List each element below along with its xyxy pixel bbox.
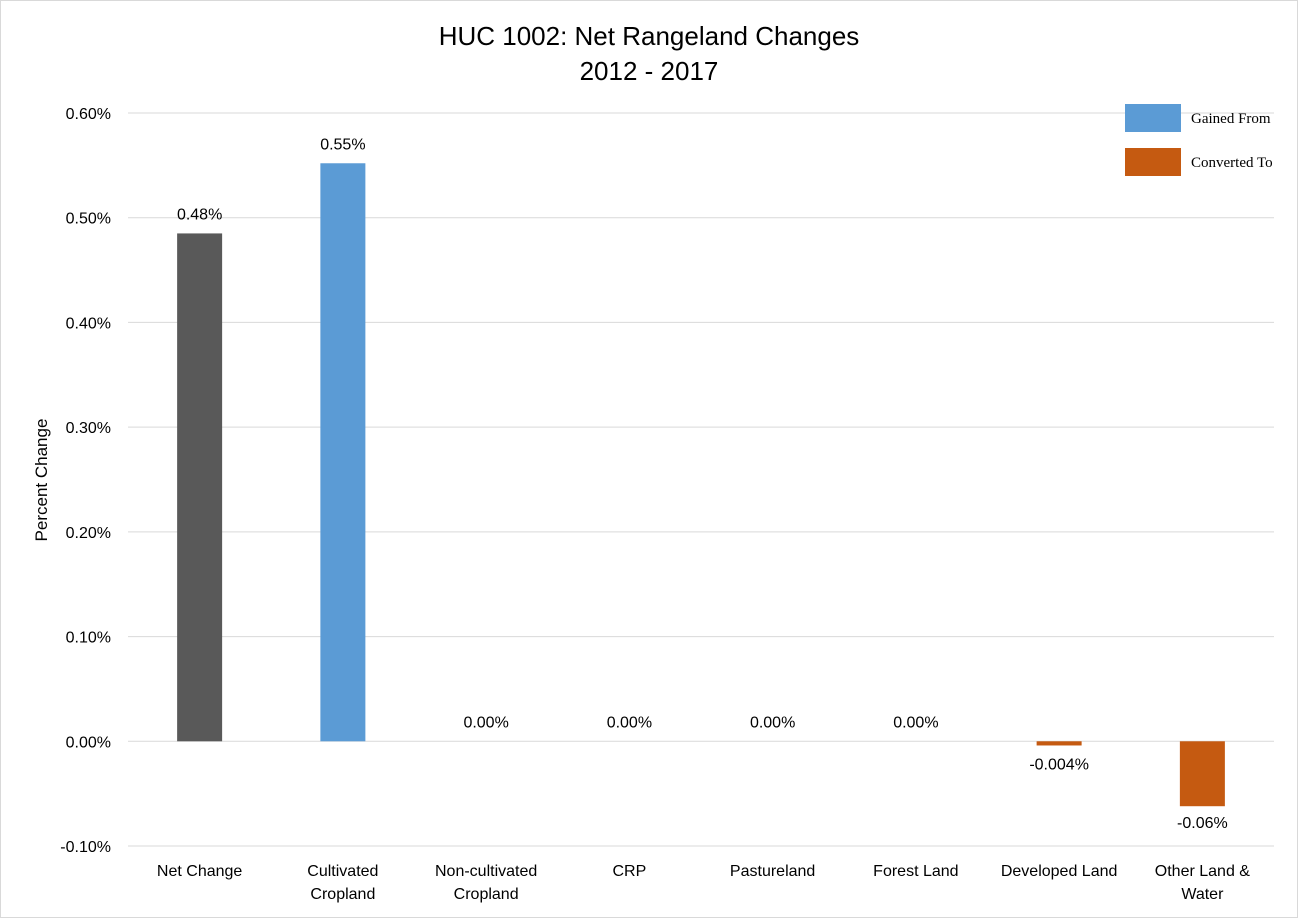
bar — [1179, 741, 1225, 807]
data-label: -0.004% — [1029, 756, 1089, 773]
y-tick-label: 0.10% — [66, 630, 111, 647]
data-label: 0.00% — [463, 714, 508, 731]
y-tick-label: 0.20% — [66, 525, 111, 542]
x-category-label: Pastureland — [730, 863, 815, 880]
chart-title: HUC 1002: Net Rangeland Changes — [439, 21, 860, 51]
bar — [1036, 741, 1082, 746]
data-label: 0.48% — [177, 206, 222, 223]
x-category-label: Developed Land — [1001, 863, 1118, 880]
x-category-label: CRP — [612, 863, 646, 880]
y-tick-label: 0.40% — [66, 315, 111, 332]
x-axis-categories: Net Change Cultivated Cropland Non-cultivat… — [157, 863, 1250, 903]
bars — [177, 163, 1225, 807]
y-tick-label: 0.50% — [66, 211, 111, 228]
data-label: 0.00% — [607, 714, 652, 731]
legend-label: Gained From — [1191, 111, 1271, 127]
data-label: 0.55% — [320, 136, 365, 153]
gridlines — [128, 112, 1274, 847]
x-category-label: Other Land & Water — [1155, 863, 1251, 903]
legend-swatch — [1125, 148, 1181, 176]
y-tick-label: -0.10% — [60, 839, 111, 856]
y-tick-label: 0.60% — [66, 106, 111, 123]
y-axis-label: Percent Change — [32, 419, 51, 542]
x-category-label: Forest Land — [873, 863, 958, 880]
legend-label: Converted To — [1191, 155, 1273, 171]
x-category-label: Net Change — [157, 863, 242, 880]
x-category-label: Cultivated Cropland — [307, 863, 378, 903]
y-axis-ticks: -0.10% 0.00% 0.10% 0.20% 0.30% 0.40% 0.50% 0.60… — [60, 106, 111, 856]
data-label: -0.06% — [1177, 815, 1228, 832]
y-tick-label: 0.00% — [66, 734, 111, 751]
data-label: 0.00% — [750, 714, 795, 731]
bar — [177, 233, 223, 742]
legend: Gained From Converted To — [1125, 104, 1273, 176]
x-category-label: Non-cultivated Cropland — [435, 863, 537, 903]
bar — [320, 163, 366, 742]
data-labels: 0.48% 0.55% 0.00% 0.00% 0.00% 0.00% -0.004% -0.… — [177, 136, 1228, 832]
data-label: 0.00% — [893, 714, 938, 731]
y-tick-label: 0.30% — [66, 420, 111, 437]
chart-subtitle: 2012 - 2017 — [580, 56, 719, 86]
legend-swatch — [1125, 104, 1181, 132]
